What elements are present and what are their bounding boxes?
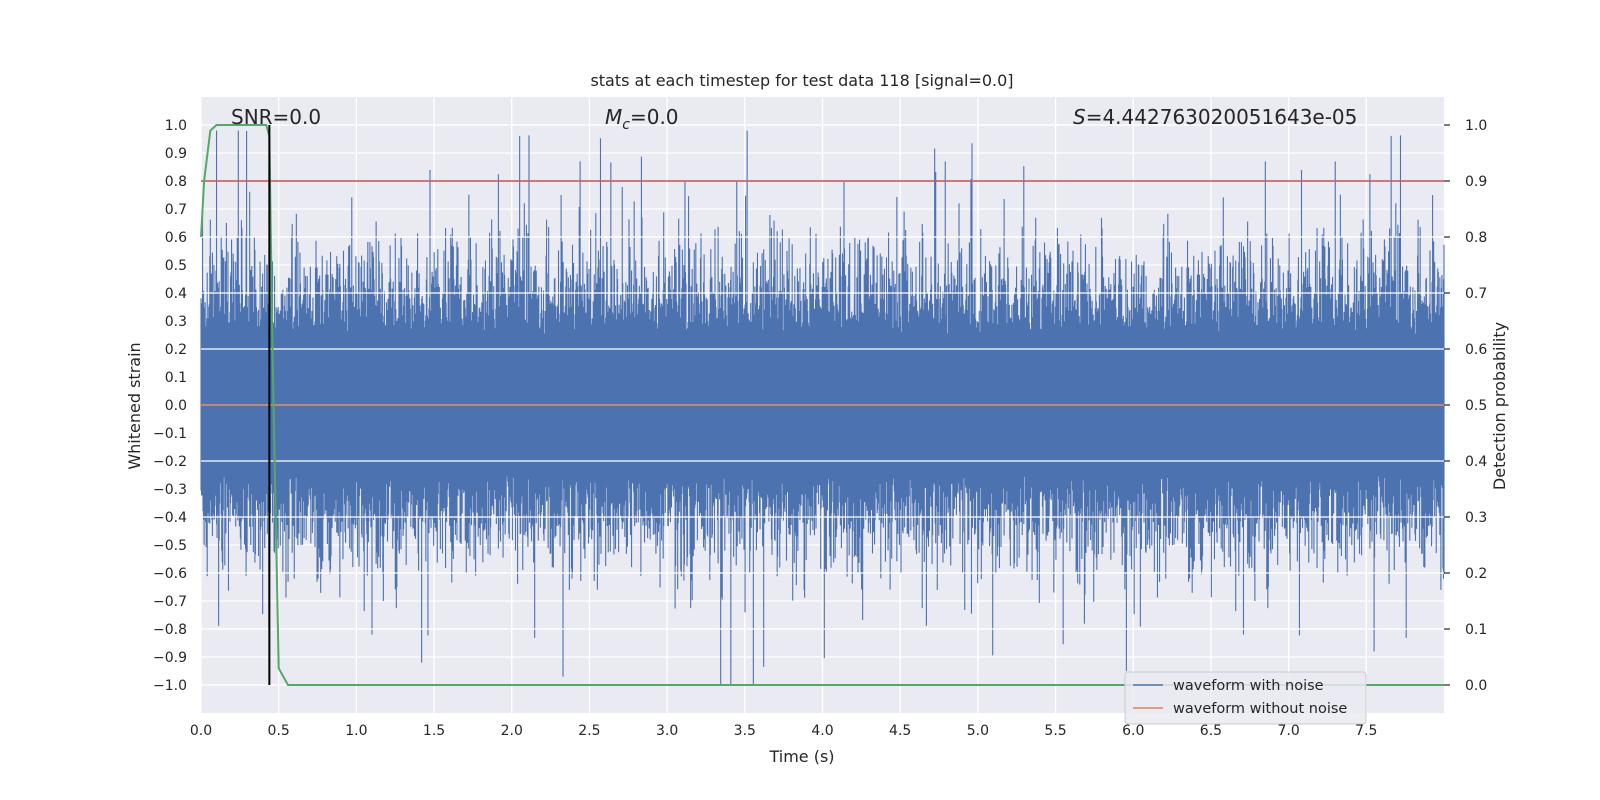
y2-tick-label: 0.5 (1465, 398, 1487, 414)
y-tick-label: −1.0 (153, 678, 187, 694)
y2-tick-label: 0.9 (1465, 174, 1487, 190)
y-tick-label: −0.8 (153, 622, 187, 638)
chart-title: stats at each timestep for test data 118… (590, 71, 1013, 90)
x-axis-label: Time (s) (768, 747, 834, 766)
y-tick-label: 0.6 (165, 230, 187, 246)
y-tick-label: −0.3 (153, 482, 187, 498)
snr-annotation: SNR=0.0 (231, 105, 321, 129)
series-waveform-with-noise (200, 130, 1445, 685)
y-tick-label: 0.5 (165, 258, 187, 274)
x-tick-label: 0.5 (268, 723, 290, 739)
y-tick-label: 0.3 (165, 314, 187, 330)
legend-label-clean: waveform without noise (1173, 701, 1347, 717)
y2-tick-label: 0.6 (1465, 342, 1487, 358)
x-tick-label: 4.5 (889, 723, 911, 739)
x-tick-label: 7.0 (1277, 723, 1299, 739)
axes: 0.0 0.5 1.0 1.5 2.0 2.5 3.0 3.5 4.0 4.5 5.0 5.5 6.0 6… (153, 118, 1487, 739)
legend-label-noise: waveform with noise (1173, 678, 1324, 694)
y-tick-label: −0.1 (153, 426, 187, 442)
y-tick-label: 0.1 (165, 370, 187, 386)
x-tick-label: 2.5 (578, 723, 600, 739)
y-tick-label: 0.9 (165, 146, 187, 162)
mc-value: =0.0 (630, 105, 679, 129)
y2-tick-label: 1.0 (1465, 118, 1487, 134)
y-tick-label: −0.7 (153, 594, 187, 610)
legend: waveform with noise waveform without noi… (1124, 671, 1367, 725)
x-tick-label: 5.5 (1044, 723, 1066, 739)
x-tick-label: 3.5 (734, 723, 756, 739)
y2-axis-label: Detection probability (1490, 322, 1509, 490)
y-tick-label: 0.7 (165, 202, 187, 218)
mc-symbol: M (605, 105, 622, 129)
s-annotation: S=4.442763020051643e-05 (1073, 105, 1357, 129)
legend-box (1124, 671, 1367, 725)
y-tick-label: −0.6 (153, 566, 187, 582)
x-tick-label: 3.0 (656, 723, 678, 739)
marks (200, 124, 1445, 686)
y2-tick-label: 0.4 (1465, 454, 1487, 470)
y2-tick-label: 0.3 (1465, 510, 1487, 526)
y-tick-label: 1.0 (165, 118, 187, 134)
y2-tick-label: 0.7 (1465, 286, 1487, 302)
x-tick-label: 6.0 (1122, 723, 1144, 739)
x-tick-label: 0.0 (190, 723, 212, 739)
y-tick-label: 0.0 (165, 398, 187, 414)
x-tick-label: 5.0 (967, 723, 989, 739)
y2-tick-label: 0.0 (1465, 678, 1487, 694)
x-tick-label: 2.0 (501, 723, 523, 739)
y-axis-label: Whitened strain (125, 342, 144, 469)
y2-tick-label: 0.8 (1465, 230, 1487, 246)
s-value: =4.442763020051643e-05 (1086, 105, 1358, 129)
x-tick-label: 6.5 (1200, 723, 1222, 739)
s-symbol: S (1073, 105, 1086, 129)
mc-annotation: Mc=0.0 (605, 105, 679, 133)
y-tick-label: −0.2 (153, 454, 187, 470)
y-tick-label: −0.5 (153, 538, 187, 554)
x-tick-label: 1.5 (423, 723, 445, 739)
x-tick-label: 4.0 (811, 723, 833, 739)
y2-tick-label: 0.2 (1465, 566, 1487, 582)
y-tick-label: 0.2 (165, 342, 187, 358)
y-tick-label: 0.8 (165, 174, 187, 190)
x-tick-label: 1.0 (345, 723, 367, 739)
series-detection-probability (200, 124, 1444, 686)
y-tick-label: 0.4 (165, 286, 187, 302)
y-tick-label: −0.4 (153, 510, 187, 526)
y-tick-label: −0.9 (153, 650, 187, 666)
mc-subscript: c (622, 117, 630, 133)
y2-tick-label: 0.1 (1465, 622, 1487, 638)
x-tick-label: 7.5 (1355, 723, 1377, 739)
